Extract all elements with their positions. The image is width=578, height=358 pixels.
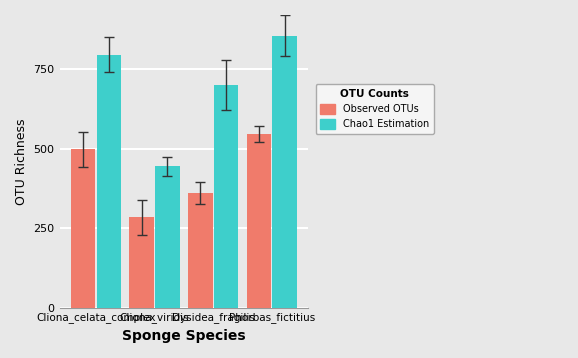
Bar	[214, 85, 238, 308]
Bar	[246, 134, 271, 308]
Bar	[188, 193, 213, 308]
X-axis label: Sponge Species: Sponge Species	[122, 329, 246, 343]
Bar	[129, 217, 154, 308]
Bar	[71, 149, 95, 308]
Bar	[97, 55, 121, 308]
Legend: Observed OTUs, Chao1 Estimation: Observed OTUs, Chao1 Estimation	[316, 84, 434, 134]
Y-axis label: OTU Richness: OTU Richness	[15, 118, 28, 204]
Bar	[272, 36, 297, 308]
Bar	[155, 166, 180, 308]
